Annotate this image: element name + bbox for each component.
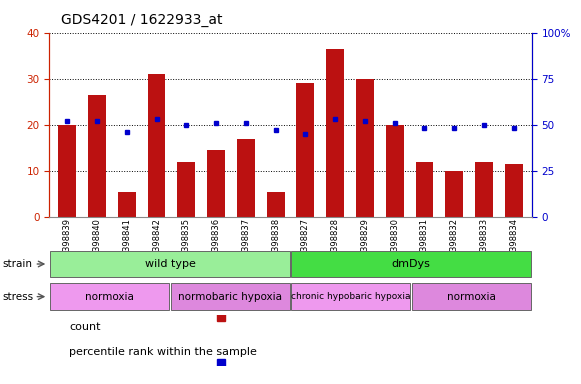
Text: normobaric hypoxia: normobaric hypoxia <box>178 291 282 302</box>
Bar <box>415 162 433 217</box>
Text: GDS4201 / 1622933_at: GDS4201 / 1622933_at <box>61 13 223 27</box>
Text: normoxia: normoxia <box>447 291 496 302</box>
Bar <box>148 74 166 217</box>
Text: strain: strain <box>3 259 33 269</box>
Bar <box>88 95 106 217</box>
Bar <box>207 150 225 217</box>
Bar <box>296 83 314 217</box>
Bar <box>386 125 404 217</box>
Bar <box>356 79 374 217</box>
Text: normoxia: normoxia <box>85 291 134 302</box>
Text: dmDys: dmDys <box>392 259 431 269</box>
Bar <box>50 283 169 310</box>
Text: stress: stress <box>3 291 34 302</box>
Text: percentile rank within the sample: percentile rank within the sample <box>69 347 257 358</box>
Bar <box>177 162 195 217</box>
Bar <box>118 192 136 217</box>
Text: chronic hypobaric hypoxia: chronic hypobaric hypoxia <box>291 292 411 301</box>
Bar <box>475 162 493 217</box>
Bar <box>50 251 290 277</box>
Bar <box>171 283 290 310</box>
Bar <box>58 125 76 217</box>
Bar <box>237 139 255 217</box>
Bar <box>267 192 285 217</box>
Bar <box>445 171 463 217</box>
Bar <box>505 164 523 217</box>
Bar <box>291 251 531 277</box>
Bar <box>326 49 344 217</box>
Bar <box>412 283 531 310</box>
Text: wild type: wild type <box>145 259 195 269</box>
Bar <box>291 283 410 310</box>
Text: count: count <box>69 322 101 333</box>
